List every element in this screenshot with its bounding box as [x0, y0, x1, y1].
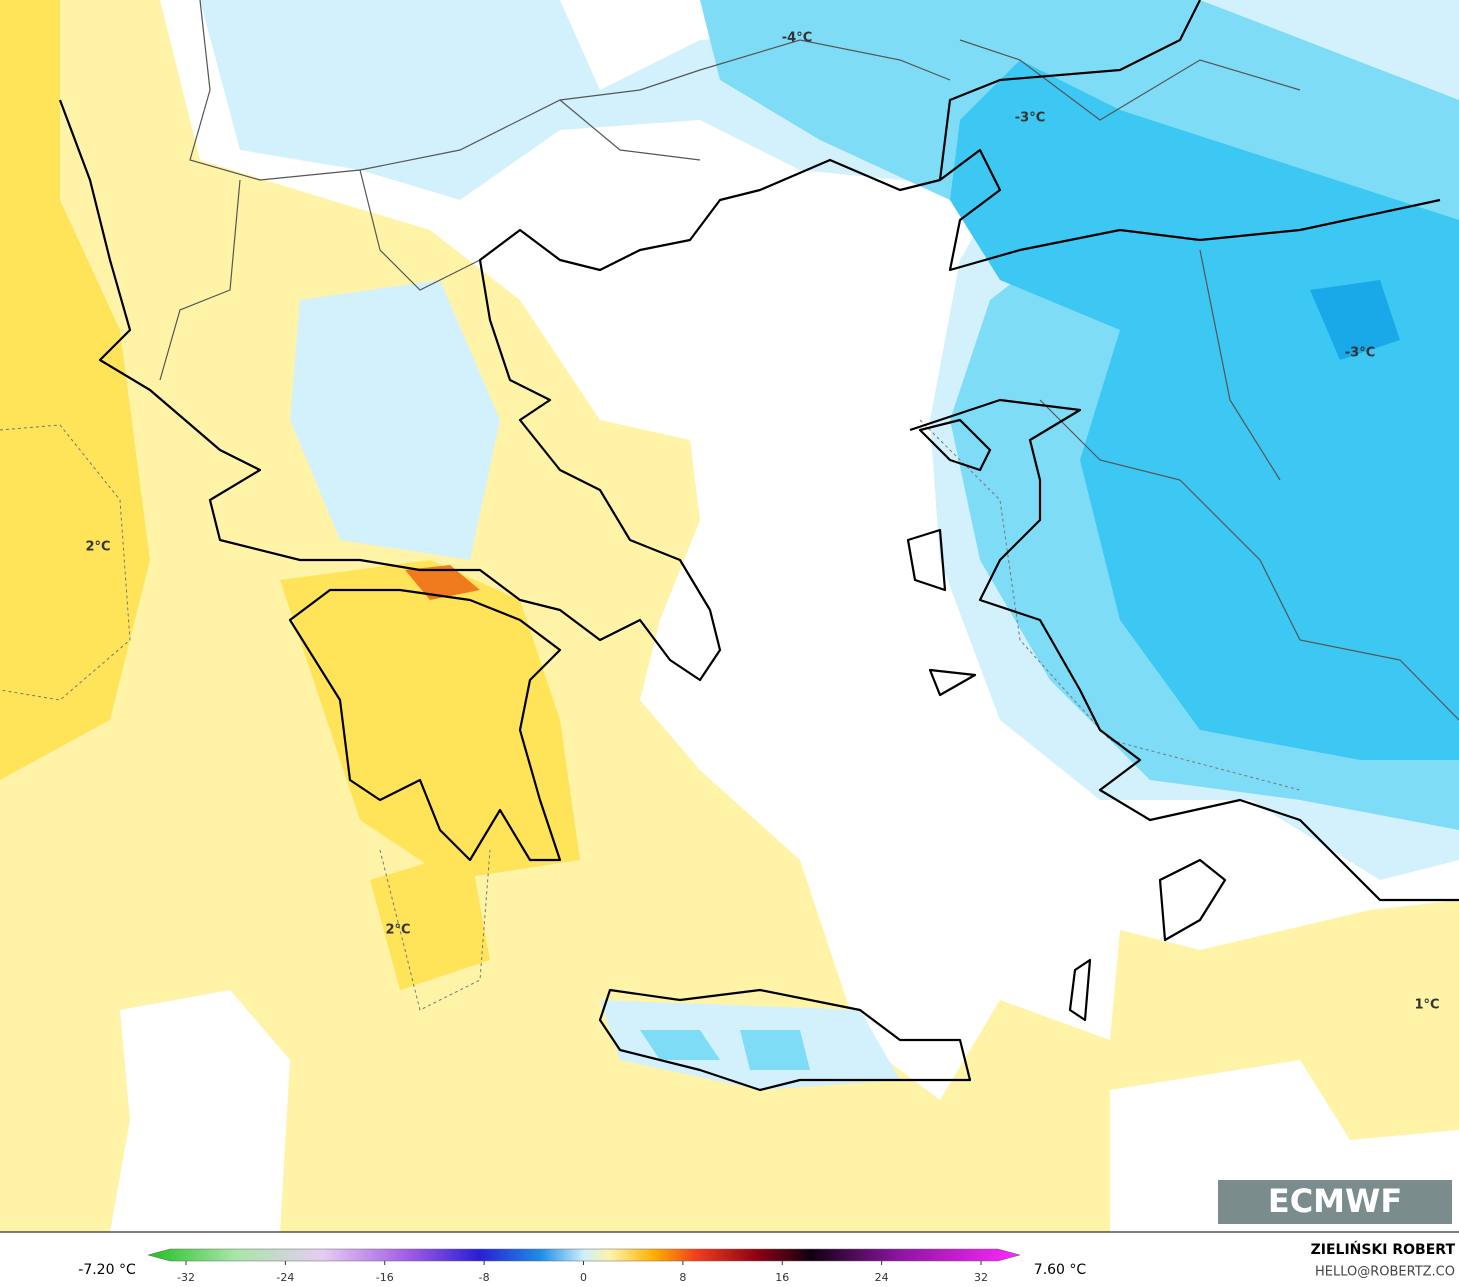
colorbar-tick-label: -8 [479, 1271, 490, 1284]
colorbar-tick-label: 16 [775, 1271, 789, 1284]
warm-zone [0, 0, 150, 780]
cold-neutral [110, 990, 290, 1232]
temp-label: -3°C [1015, 111, 1045, 126]
cold-light [290, 280, 500, 560]
warm-zone [370, 850, 490, 990]
islands [906, 418, 1227, 1022]
cold-medium [640, 1030, 810, 1070]
warm-zone [280, 560, 580, 880]
colorbar-tick-label: -24 [276, 1271, 294, 1284]
colorbar-tick-label: 8 [679, 1271, 686, 1284]
credit-name: ZIELIŃSKI ROBERT [1311, 1240, 1456, 1258]
colorbar [147, 1248, 1021, 1262]
colorbar-tick-label: -32 [177, 1271, 195, 1284]
coastline [58, 0, 1441, 682]
colorbar-tick-label: 32 [974, 1271, 988, 1284]
temp-label: -3°C [1345, 346, 1375, 361]
coastline-peloponnese [288, 588, 562, 862]
temp-label: 2°C [385, 923, 410, 938]
contour [379, 849, 491, 1011]
warm-core [405, 565, 480, 600]
colorbar-tick-label: 0 [580, 1271, 587, 1284]
colorbar-tick-label: -16 [376, 1271, 394, 1284]
credit-email: HELLO@ROBERTZ.CO [1315, 1265, 1455, 1280]
contour [919, 419, 1301, 791]
cold-core [1310, 280, 1400, 360]
logo-box [1218, 1180, 1452, 1224]
colorbar-tick-label: 24 [875, 1271, 889, 1284]
coastline-turkey [909, 398, 1459, 902]
map: -4°C -3°C -3°C 2°C 2°C 1°C ECMWF [0, 0, 1459, 1232]
borders [159, 0, 1459, 721]
contour [0, 424, 131, 701]
temp-label: 2°C [85, 540, 110, 555]
cold-strong [950, 60, 1459, 760]
temp-label: -4°C [782, 31, 812, 46]
legend-min: -7.20 °C [78, 1262, 136, 1278]
coastline-crete [598, 988, 972, 1092]
temp-label: 1°C [1414, 998, 1439, 1013]
logo: ECMWF [1268, 1182, 1402, 1220]
legend-max: 7.60 °C [1034, 1262, 1087, 1278]
